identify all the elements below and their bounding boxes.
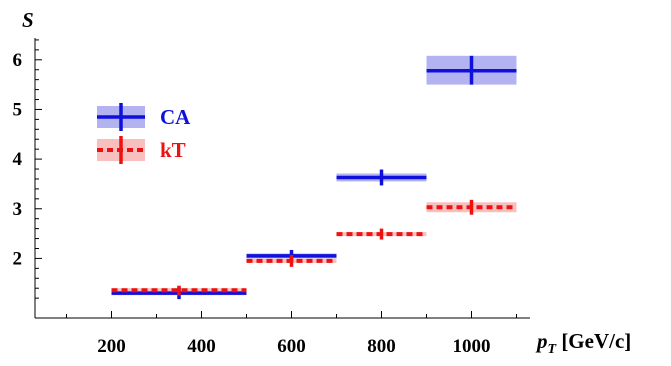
legend-label-kT: kT bbox=[160, 138, 186, 162]
y-axis-title: S bbox=[22, 8, 34, 32]
error-bands bbox=[111, 55, 517, 296]
legend: CA kT bbox=[97, 103, 191, 164]
y-tick-label: 3 bbox=[13, 199, 23, 220]
x-axis-title-unit: [GeV/c] bbox=[556, 329, 631, 353]
x-axis-title-subscript: T bbox=[548, 342, 558, 357]
y-tick-label: 4 bbox=[13, 149, 23, 170]
y-tick-label: 6 bbox=[13, 50, 23, 71]
x-tick-label: 600 bbox=[277, 336, 306, 357]
axes bbox=[34, 38, 530, 319]
axis-ticks: 200 400 600 800 1000 2 3 4 5 6 bbox=[13, 39, 517, 357]
x-tick-label: 400 bbox=[187, 336, 216, 357]
x-axis-title-main: p bbox=[535, 329, 548, 353]
x-tick-label: 200 bbox=[97, 336, 126, 357]
x-tick-label: 800 bbox=[367, 336, 396, 357]
x-axis-title: pT [GeV/c] bbox=[535, 329, 631, 357]
data-marks bbox=[111, 55, 517, 300]
y-tick-label: 5 bbox=[13, 99, 23, 120]
legend-label-CA: CA bbox=[160, 105, 191, 129]
y-tick-label: 2 bbox=[13, 248, 23, 269]
x-tick-label: 1000 bbox=[453, 336, 491, 357]
